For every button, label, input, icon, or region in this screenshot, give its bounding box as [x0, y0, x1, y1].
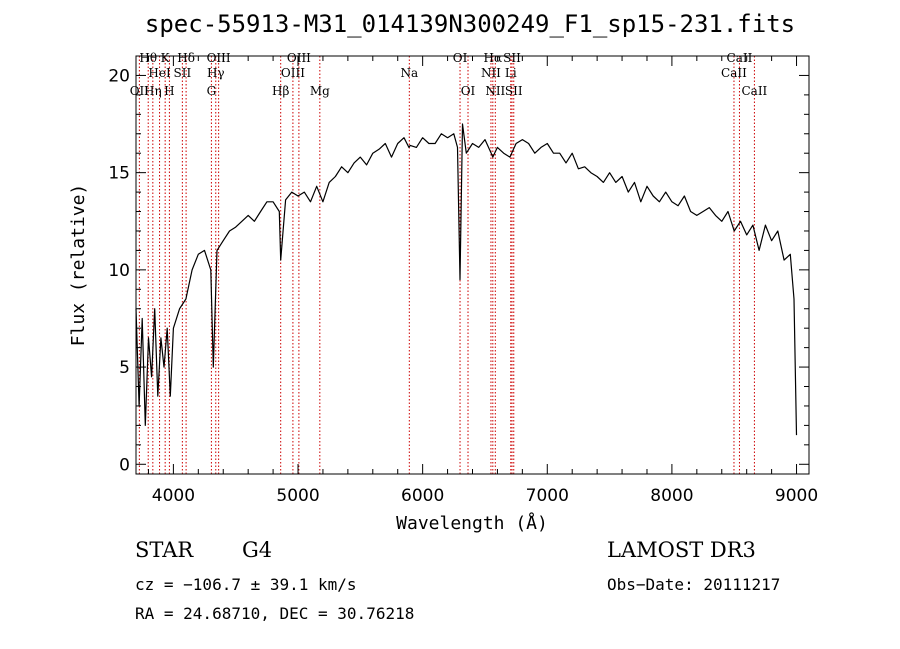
obs-date-readout: Obs−Date: 20111217: [607, 575, 781, 594]
chart-title: spec-55913-M31_014139N300249_F1_sp15-231…: [145, 10, 795, 38]
spectral-line-label: Hα: [484, 51, 503, 65]
x-tick-label: 6000: [401, 486, 444, 506]
spectral-line-label: CaII: [727, 51, 753, 65]
spectral-line-label: Mg: [310, 84, 330, 98]
spectrum-series: [135, 123, 798, 436]
spectral-line-label: Hη: [144, 84, 162, 98]
y-tick-label: 10: [108, 261, 130, 281]
spectral-line-labels: OIIHθHηHeIKHSIIHδGHγOIIIHβOIIIOIIIMgNaOI…: [130, 51, 768, 98]
spectrum-line: [135, 123, 798, 436]
spectral-line-label: SII: [174, 66, 192, 80]
x-tick-label: 4000: [152, 486, 195, 506]
spectral-line-label: Hδ: [177, 51, 195, 65]
spectral-line-label: CaII: [721, 66, 747, 80]
spectral-line-label: HeI: [148, 66, 171, 80]
x-axis-label: Wavelength (Å): [396, 512, 548, 534]
spectral-line-markers: [138, 56, 755, 474]
spectral-line-label: Li: [505, 66, 517, 80]
spectral-line-label: OI: [461, 84, 476, 98]
y-tick-label: 20: [108, 66, 130, 86]
x-tick-label: 8000: [650, 486, 693, 506]
y-tick-label: 5: [119, 358, 130, 378]
spectral-line-label: OII: [130, 84, 150, 98]
spectral-line-label: OI: [453, 51, 468, 65]
x-tick-label: 7000: [526, 486, 569, 506]
spectral-line-label: CaII: [741, 84, 767, 98]
x-tick-label: 5000: [276, 486, 319, 506]
spectral-line-label: NII: [481, 66, 501, 80]
y-axis-label: Flux (relative): [68, 184, 89, 347]
redshift-readout: cz = −106.7 ± 39.1 km/s: [135, 575, 357, 594]
spectral-line-label: OIII: [287, 51, 311, 65]
y-tick-label: 0: [119, 455, 130, 475]
x-axis-ticks: 4000 5000 6000 7000 8000 9000: [147, 56, 818, 506]
class-label: STAR: [135, 538, 194, 562]
spectral-line-label: OIII: [207, 51, 231, 65]
subclass-label: G4: [242, 538, 273, 562]
x-tick-label: 9000: [775, 486, 818, 506]
spectral-line-label: H: [164, 84, 174, 98]
spectral-line-label: Hγ: [207, 66, 225, 80]
spectral-line-label: SII: [505, 84, 523, 98]
y-axis-ticks: 0 5 10 15 20: [108, 66, 809, 475]
spectral-line-label: Na: [400, 66, 418, 80]
spectral-line-label: OIII: [281, 66, 305, 80]
coordinates-readout: RA = 24.68710, DEC = 30.76218: [135, 604, 415, 623]
spectral-line-label: K: [161, 51, 171, 65]
plot-frame: [135, 55, 810, 475]
spectral-line-label: NII: [485, 84, 505, 98]
y-tick-label: 15: [108, 164, 130, 184]
spectral-line-label: SII: [503, 51, 521, 65]
spectral-line-label: Hβ: [272, 84, 289, 98]
spectral-line-label: G: [207, 84, 217, 98]
survey-label: LAMOST DR3: [607, 538, 756, 562]
